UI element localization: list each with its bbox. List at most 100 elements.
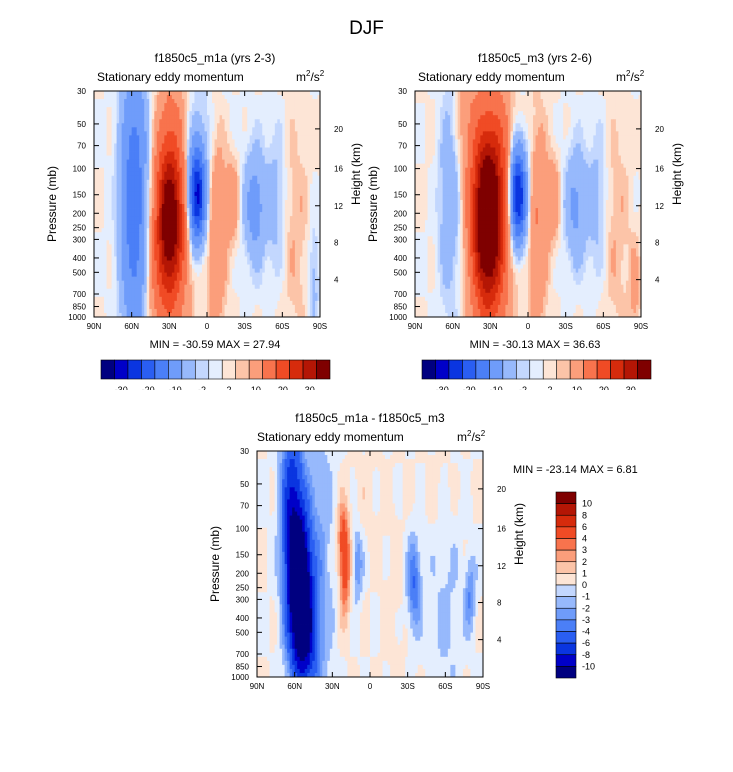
heatmap-cell <box>262 127 266 132</box>
heatmap-cell <box>302 115 306 120</box>
heatmap-cell <box>292 191 296 197</box>
heatmap-cell <box>307 244 311 249</box>
heatmap-cell <box>204 95 208 100</box>
heatmap-cell <box>274 236 278 241</box>
heatmap-cell <box>201 276 205 282</box>
heatmap-cell <box>292 284 296 290</box>
heatmap-cell <box>259 288 263 294</box>
heatmap-cell <box>139 300 143 306</box>
heatmap-cell <box>111 268 115 274</box>
heatmap-cell <box>99 288 102 294</box>
heatmap-cell <box>252 272 256 278</box>
heatmap-cell <box>267 95 271 100</box>
heatmap-cell <box>237 212 241 217</box>
heatmap-cell <box>99 300 102 306</box>
heatmap-cell <box>249 103 253 108</box>
heatmap-cell <box>209 95 213 100</box>
heatmap-cell <box>169 236 173 241</box>
heatmap-cell <box>232 272 236 278</box>
heatmap-cell <box>124 187 128 193</box>
heatmap-cell <box>189 272 193 278</box>
heatmap-cell <box>232 228 236 233</box>
heatmap-cell <box>259 147 263 152</box>
heatmap-cell <box>111 228 115 233</box>
heatmap-cell <box>239 151 243 156</box>
heatmap-cell <box>94 288 97 294</box>
heatmap-cell <box>179 292 183 298</box>
heatmap-cell <box>272 119 276 124</box>
heatmap-cell <box>119 151 123 156</box>
heatmap-cell <box>302 143 306 148</box>
heatmap-cell <box>119 264 123 269</box>
heatmap-cell <box>201 260 205 265</box>
heatmap-cell <box>269 296 273 302</box>
heatmap-cell <box>252 119 256 124</box>
heatmap-cell <box>104 224 107 229</box>
heatmap-cell <box>199 123 203 128</box>
heatmap-cell <box>114 195 117 201</box>
heatmap-cell <box>159 232 163 237</box>
heatmap-cell <box>284 119 288 124</box>
heatmap-cell <box>149 260 153 265</box>
heatmap-cell <box>176 167 180 173</box>
heatmap-cell <box>164 296 168 302</box>
heatmap-cell <box>139 224 143 229</box>
heatmap-cell <box>111 288 115 294</box>
heatmap-cell <box>217 292 220 298</box>
heatmap-cell <box>207 151 210 156</box>
heatmap-cell <box>164 155 168 161</box>
heatmap-cell <box>94 260 97 265</box>
heatmap-cell <box>116 204 120 209</box>
heatmap-cell <box>237 151 241 156</box>
heatmap-cell <box>262 131 266 136</box>
heatmap-cell <box>199 216 203 221</box>
heatmap-cell <box>217 248 220 253</box>
heatmap-cell <box>166 187 170 193</box>
heatmap-cell <box>184 296 188 302</box>
heatmap-cell <box>247 163 251 169</box>
heatmap-cell <box>297 135 301 140</box>
heatmap-cell <box>279 167 283 173</box>
heatmap-cell <box>279 268 283 274</box>
heatmap-cell <box>129 139 133 144</box>
heatmap-cell <box>106 143 110 148</box>
heatmap-cell <box>119 244 123 249</box>
heatmap-cell <box>161 204 165 209</box>
heatmap-cell <box>116 107 120 112</box>
heatmap-cell <box>199 159 203 165</box>
heatmap-cell <box>96 216 100 221</box>
heatmap-cell <box>119 296 123 302</box>
heatmap-cell <box>284 111 288 116</box>
heatmap-cell <box>171 139 175 144</box>
heatmap-cell <box>262 244 266 249</box>
heatmap-cell <box>309 115 313 120</box>
heatmap-cell <box>214 296 218 302</box>
heatmap-cell <box>237 115 241 120</box>
heatmap-cell <box>244 163 248 169</box>
heatmap-cell <box>109 220 112 225</box>
heatmap-cell <box>106 240 110 245</box>
heatmap-cell <box>294 123 298 128</box>
heatmap-cell <box>292 308 296 314</box>
heatmap-cell <box>106 256 110 261</box>
heatmap-cell <box>264 248 268 253</box>
heatmap-cell <box>244 284 248 290</box>
heatmap-cell <box>249 167 253 173</box>
heatmap-cell <box>272 183 276 189</box>
heatmap-cell <box>201 151 205 156</box>
heatmap-cell <box>101 276 105 282</box>
heatmap-cell <box>212 300 215 306</box>
heatmap-cell <box>114 151 117 156</box>
heatmap-cell <box>269 95 273 100</box>
heatmap-cell <box>104 119 107 124</box>
heatmap-cell <box>186 107 190 112</box>
heatmap-cell <box>274 127 278 132</box>
heatmap-cell <box>282 240 286 245</box>
heatmap-cell <box>144 268 148 274</box>
heatmap-cell <box>207 292 210 298</box>
heatmap-cell <box>269 304 273 310</box>
heatmap-cell <box>151 252 155 257</box>
heatmap-cell <box>227 171 230 177</box>
heatmap-cell <box>176 143 180 148</box>
heatmap-cell <box>272 187 276 193</box>
